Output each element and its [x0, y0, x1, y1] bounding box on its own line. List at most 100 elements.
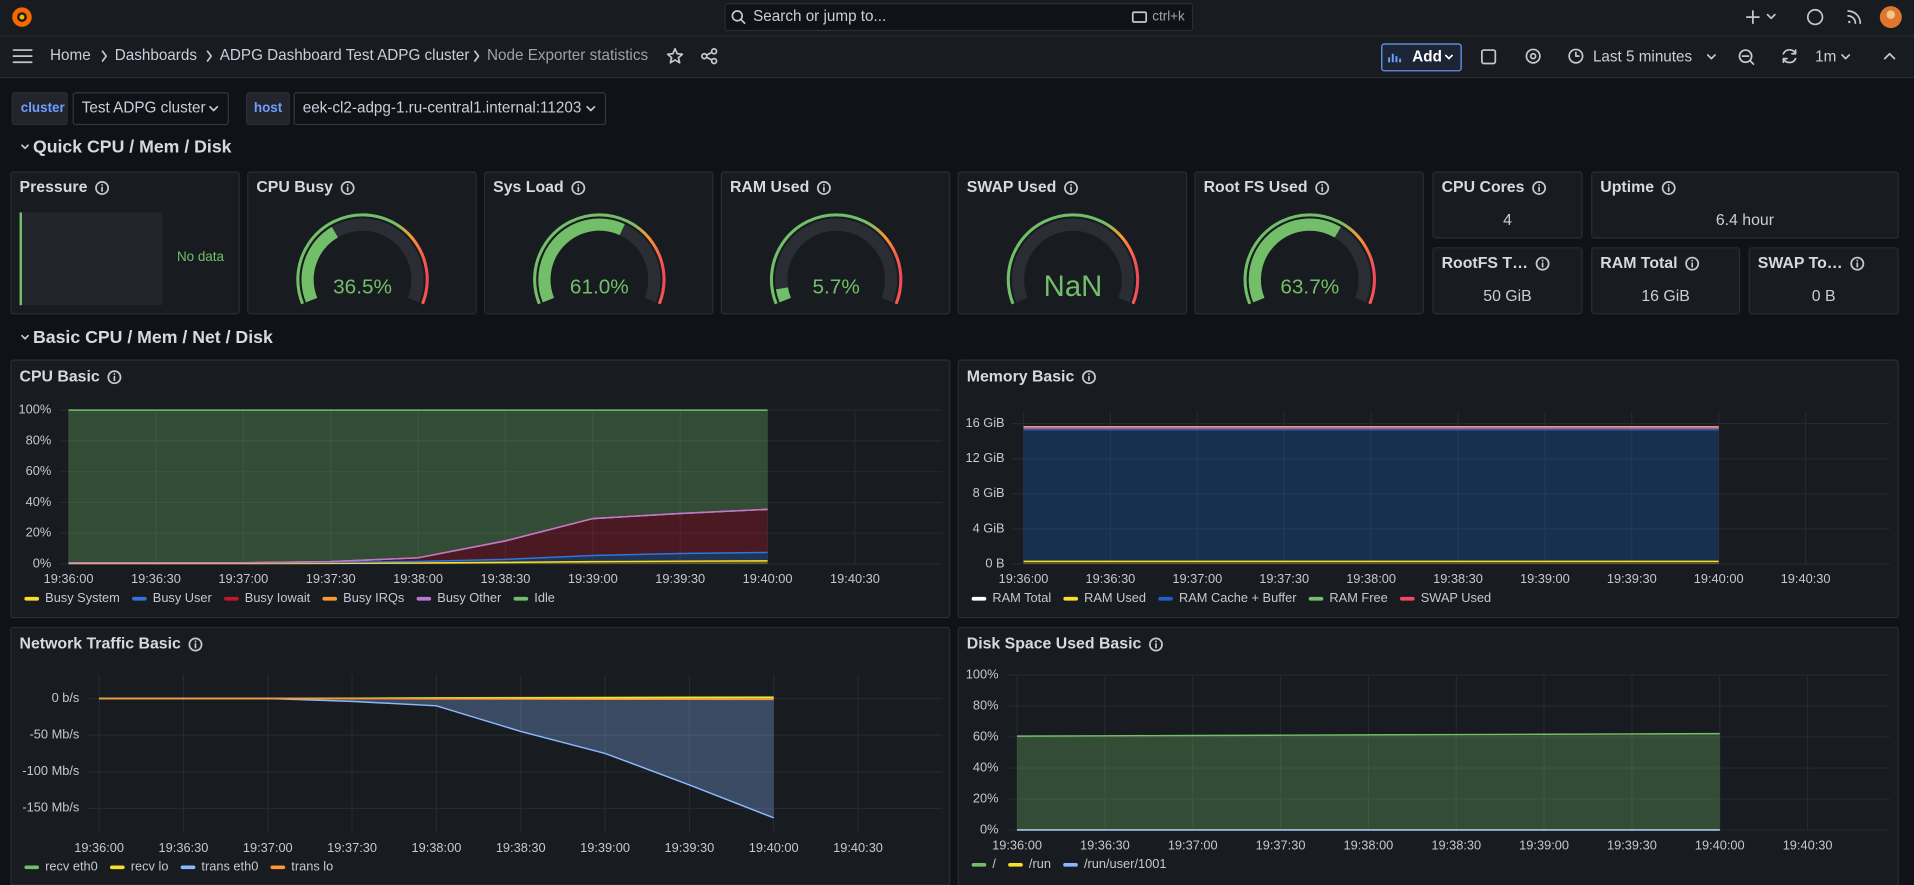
refresh-interval[interactable]: 1m	[1815, 48, 1836, 65]
refresh-chevron[interactable]	[1841, 54, 1851, 60]
collapse-icon[interactable]	[1883, 52, 1896, 60]
info-icon	[1661, 181, 1676, 195]
new-icon[interactable]	[1745, 10, 1760, 25]
legend-swatch	[110, 865, 125, 870]
x-tick-label: 19:38:30	[1431, 837, 1481, 852]
row-chevron[interactable]	[21, 144, 29, 150]
time-chevron[interactable]	[1706, 54, 1716, 60]
info-icon	[340, 181, 355, 195]
series-line	[68, 508, 768, 564]
breadcrumb[interactable]: ADPG Dashboard Test ADPG cluster	[220, 47, 470, 64]
y-tick-label: 60%	[973, 728, 999, 743]
x-tick-label: 19:38:00	[1343, 837, 1393, 852]
gauge-threshold	[1006, 213, 1140, 305]
menu-icon[interactable]	[12, 49, 33, 64]
gauge-threshold	[1243, 213, 1376, 305]
breadcrumb-current: Node Exporter statistics	[487, 47, 648, 64]
variable-label: host	[254, 100, 283, 115]
variable-value: eek-cl2-adpg-1.ru-central1.internal:1120…	[303, 100, 582, 117]
clock-icon[interactable]	[1568, 48, 1584, 64]
info-icon	[95, 181, 110, 195]
x-tick-label: 19:37:00	[1172, 571, 1222, 586]
new-chevron[interactable]	[1766, 13, 1776, 20]
variable-value: Test ADPG cluster	[82, 100, 206, 117]
gauge-threshold	[769, 213, 903, 305]
legend-label: /	[992, 856, 996, 871]
legend-swatch	[224, 596, 239, 601]
variable-select[interactable]	[72, 92, 229, 126]
y-tick-label: 12 GiB	[965, 450, 1004, 465]
x-tick-label: 19:37:00	[1168, 837, 1218, 852]
variable-label-box	[11, 92, 68, 126]
gauge-threshold	[296, 213, 429, 305]
search-icon	[731, 10, 744, 22]
breadcrumb[interactable]: Dashboards	[115, 47, 198, 64]
info-icon	[1685, 256, 1700, 271]
stat-value: 16 GiB	[1641, 288, 1689, 305]
y-tick-label: 8 GiB	[973, 485, 1005, 500]
row-title[interactable]: Quick CPU / Mem / Disk	[33, 136, 232, 156]
help-icon[interactable]	[1806, 8, 1824, 26]
breadcrumb[interactable]: Home	[50, 47, 91, 64]
legend-swatch	[513, 596, 529, 601]
legend-swatch	[1008, 863, 1023, 867]
info-icon	[1064, 181, 1078, 195]
panel-title: CPU Cores	[1442, 179, 1525, 196]
y-tick-label: 0%	[33, 555, 51, 570]
news-icon[interactable]	[1847, 10, 1862, 25]
search-placeholder: Search or jump to...	[753, 8, 886, 25]
star-icon[interactable]	[666, 47, 684, 64]
x-tick-label: 19:36:00	[992, 837, 1042, 852]
share-node	[710, 57, 718, 65]
panel	[1748, 247, 1899, 315]
gauge-value-label: NaN	[1044, 270, 1103, 303]
series-area	[68, 552, 768, 564]
zoom-out-icon[interactable]	[1738, 49, 1753, 64]
series-area	[1023, 429, 1719, 562]
legend-swatch	[322, 596, 338, 601]
time-range[interactable]: Last 5 minutes	[1593, 48, 1693, 65]
panel-title: RAM Total	[1600, 255, 1677, 272]
grafana-logo[interactable]	[12, 7, 32, 27]
refresh-icon[interactable]	[1782, 48, 1797, 64]
x-tick-label: 19:36:30	[1080, 837, 1130, 852]
x-tick-label: 19:40:30	[1781, 571, 1831, 586]
legend-swatch	[132, 596, 147, 601]
info-icon	[1149, 637, 1163, 652]
x-tick-label: 19:36:30	[1085, 571, 1135, 586]
y-tick-label: 20%	[26, 525, 52, 540]
search-box[interactable]	[724, 3, 1194, 32]
x-tick-label: 19:38:00	[412, 840, 462, 855]
gauge-value-label: 36.5%	[333, 276, 392, 299]
save-icon[interactable]	[1481, 49, 1497, 65]
breadcrumb-separator	[101, 50, 108, 62]
panel	[10, 626, 951, 885]
legend-label: RAM Free	[1329, 590, 1387, 605]
select-chevron	[209, 105, 219, 112]
x-tick-label: 19:38:30	[481, 571, 531, 586]
info-icon	[1850, 256, 1865, 271]
variable-select[interactable]	[293, 92, 607, 126]
y-tick-label: -50 Mb/s	[30, 726, 80, 741]
y-tick-label: 100%	[19, 402, 52, 417]
panel	[1432, 247, 1583, 315]
add-button[interactable]	[1381, 43, 1462, 72]
row-title[interactable]: Basic CPU / Mem / Net / Disk	[33, 327, 273, 347]
x-tick-label: 19:36:00	[44, 571, 94, 586]
x-tick-label: 19:39:00	[1520, 571, 1570, 586]
news-dot	[1848, 20, 1851, 24]
row-chevron[interactable]	[21, 334, 29, 340]
legend-swatch	[1308, 596, 1324, 601]
legend-swatch	[1063, 596, 1079, 601]
x-tick-label: 19:40:30	[833, 840, 883, 855]
stat-value: 6.4 hour	[1716, 212, 1775, 229]
share-icon[interactable]	[701, 47, 718, 65]
series-line	[1017, 732, 1720, 737]
panel-title: Root FS Used	[1204, 179, 1308, 196]
panel-title: SWAP Used	[967, 179, 1057, 196]
settings-icon[interactable]	[1525, 48, 1541, 64]
x-tick-label: 19:40:30	[830, 571, 880, 586]
y-tick-label: 0 B	[985, 555, 1004, 570]
x-tick-label: 19:37:30	[1256, 837, 1306, 852]
info-icon	[571, 181, 586, 195]
